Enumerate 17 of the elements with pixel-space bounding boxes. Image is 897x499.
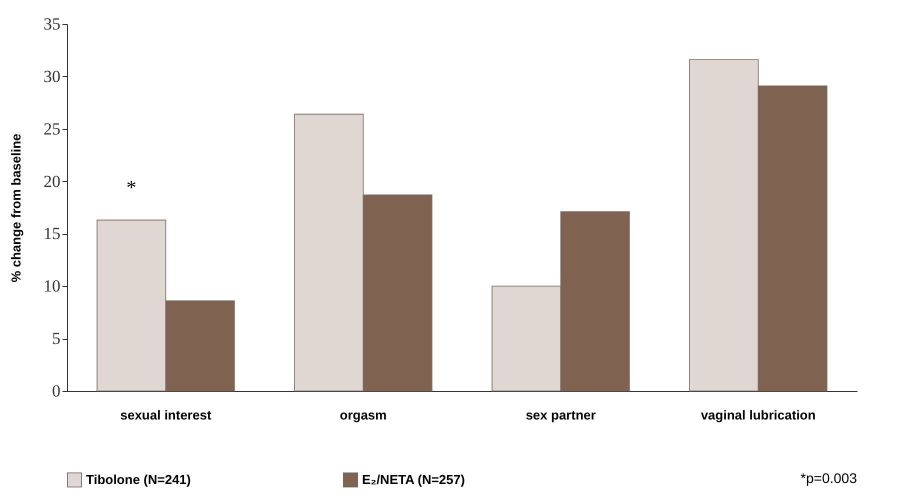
y-axis-title: % change from baseline [8,134,24,282]
text: *p=0.003 [800,470,858,486]
annotation: * [126,177,136,200]
y-tick-label: 10 [44,276,60,296]
x-tick-label: sexual interest [120,408,212,422]
legend-label: E₂/NETA (N=257) [362,472,465,487]
y-tick-label: 0 [52,382,60,400]
y-tick-label: 35 [44,14,60,34]
y-tick-label: 15 [44,224,60,244]
y-tick-label: 30 [44,66,60,86]
x-tick-label: sex partner [526,408,596,422]
y-tick-label: 20 [44,172,60,191]
y-tick-label: 5 [52,329,60,348]
y-tick-label: 25 [44,119,60,138]
x-tick-label: vaginal lubrication [700,408,816,422]
x-tick-label: orgasm [340,408,387,422]
legend-label: Tibolone (N=241) [86,472,191,487]
